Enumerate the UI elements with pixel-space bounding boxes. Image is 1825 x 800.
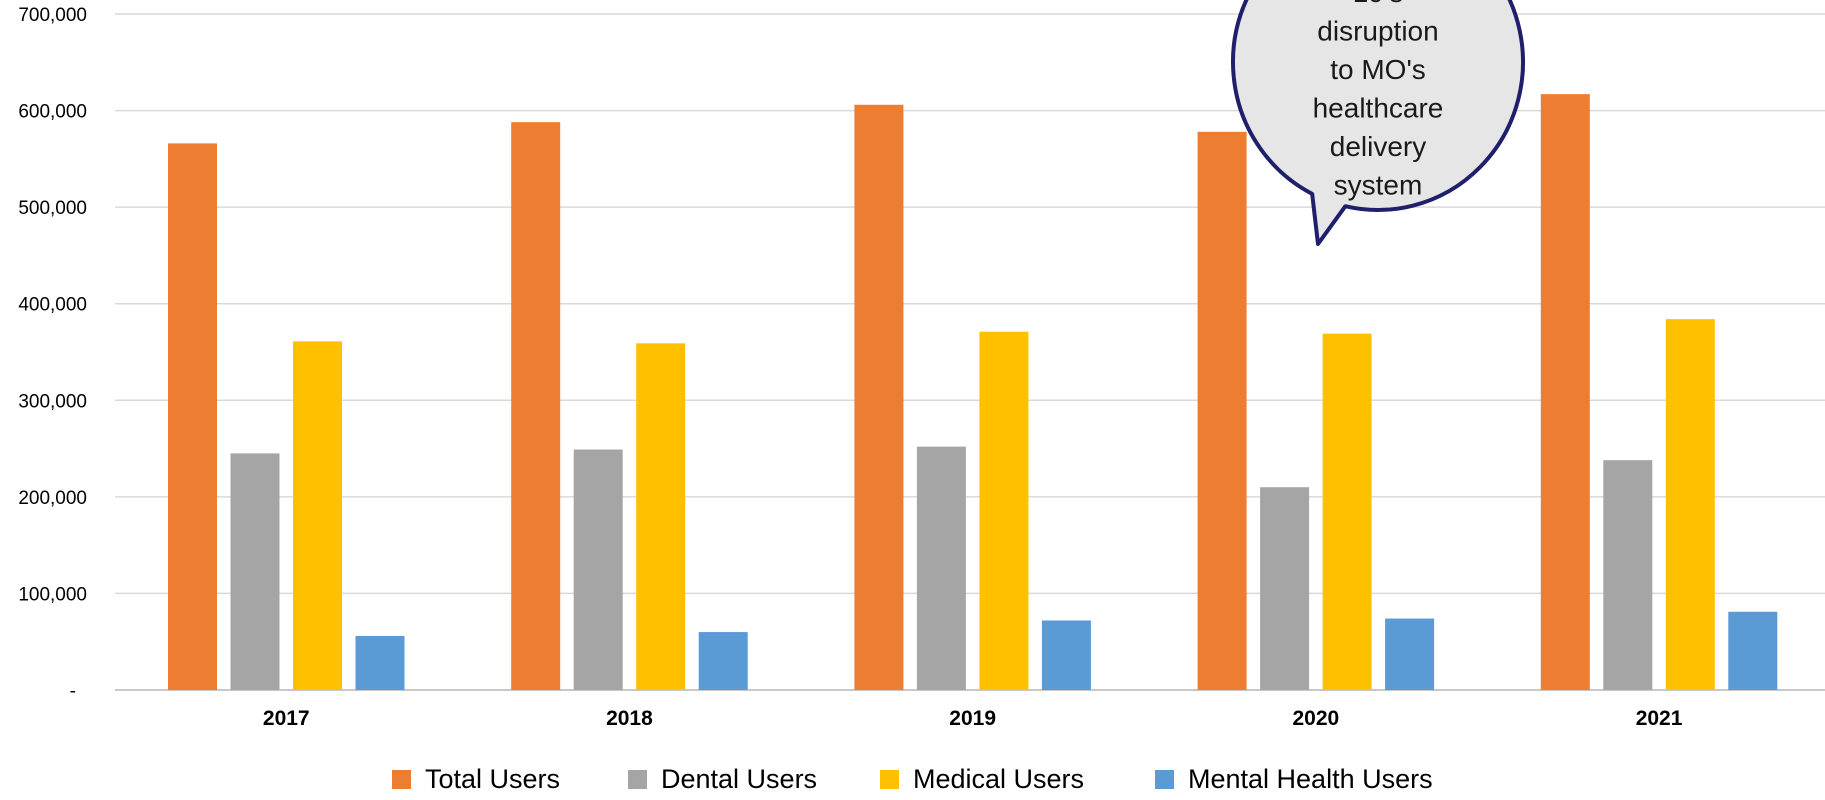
annotation-callout: 19's disruption to MO's healthcare delivery s… xyxy=(1231,0,1525,246)
bar-medical-users-2021 xyxy=(1665,319,1715,690)
legend-label-mental-health-users: Mental Health Users xyxy=(1188,764,1433,794)
bars xyxy=(168,94,1778,691)
legend-label-dental-users: Dental Users xyxy=(661,764,817,794)
bar-medical-users-2018 xyxy=(636,343,686,690)
x-tick-label: 2018 xyxy=(606,707,653,730)
bar-medical-users-2020 xyxy=(1322,333,1372,690)
y-tick-label: - xyxy=(70,681,76,702)
bar-medical-users-2017 xyxy=(293,341,342,690)
callout-text-line: disruption xyxy=(1317,16,1438,47)
bar-total-users-2019 xyxy=(854,104,904,690)
x-tick-label: 2020 xyxy=(1292,707,1339,730)
y-tick-label: 500,000 xyxy=(18,198,87,219)
y-tick-label: 200,000 xyxy=(18,488,87,509)
x-tick-label: 2021 xyxy=(1636,707,1683,730)
callout-text-line: 19's xyxy=(1353,0,1404,8)
bar-mental-health-users-2017 xyxy=(355,635,405,690)
bar-mental-health-users-2019 xyxy=(1041,620,1091,690)
callout-text-line: system xyxy=(1334,170,1423,201)
legend-swatch-mental-health-users xyxy=(1155,770,1174,789)
callout-text-line: to MO's xyxy=(1330,54,1426,85)
y-tick-label: 100,000 xyxy=(18,584,87,605)
callout-text-line: healthcare xyxy=(1313,93,1444,124)
y-tick-label: 300,000 xyxy=(18,391,87,412)
bar-dental-users-2017 xyxy=(230,453,280,690)
bar-mental-health-users-2020 xyxy=(1385,618,1435,690)
y-tick-label: 400,000 xyxy=(18,295,87,316)
legend-swatch-dental-users xyxy=(628,770,647,789)
bar-dental-users-2019 xyxy=(916,446,966,690)
y-tick-label: 600,000 xyxy=(18,102,87,123)
x-axis-tick-labels: 2017 2018 2019 2020 2021 xyxy=(263,707,1683,730)
bar-dental-users-2018 xyxy=(573,449,623,690)
y-tick-label: 700,000 xyxy=(18,5,87,26)
bar-mental-health-users-2021 xyxy=(1728,611,1778,690)
bar-total-users-2018 xyxy=(511,122,561,690)
gridlines xyxy=(115,13,1825,691)
x-tick-label: 2019 xyxy=(949,707,996,730)
bar-medical-users-2019 xyxy=(979,331,1029,690)
bar-mental-health-users-2018 xyxy=(698,632,748,690)
bar-total-users-2021 xyxy=(1540,94,1590,690)
bar-total-users-2020 xyxy=(1197,131,1247,690)
legend: Total Users Dental Users Medical Users Ment… xyxy=(392,764,1433,794)
callout-text-line: delivery xyxy=(1330,131,1426,162)
legend-label-medical-users: Medical Users xyxy=(913,764,1084,794)
bar-total-users-2017 xyxy=(168,143,217,691)
legend-label-total-users: Total Users xyxy=(425,764,560,794)
legend-swatch-total-users xyxy=(392,770,411,789)
x-tick-label: 2017 xyxy=(263,707,310,730)
callout-bubble xyxy=(1231,0,1525,246)
y-axis-tick-labels: - 100,000 200,000 300,000 400,000 500,000 600,… xyxy=(18,5,87,702)
bar-dental-users-2021 xyxy=(1603,460,1653,690)
bar-dental-users-2020 xyxy=(1260,487,1310,690)
legend-swatch-medical-users xyxy=(880,770,899,789)
